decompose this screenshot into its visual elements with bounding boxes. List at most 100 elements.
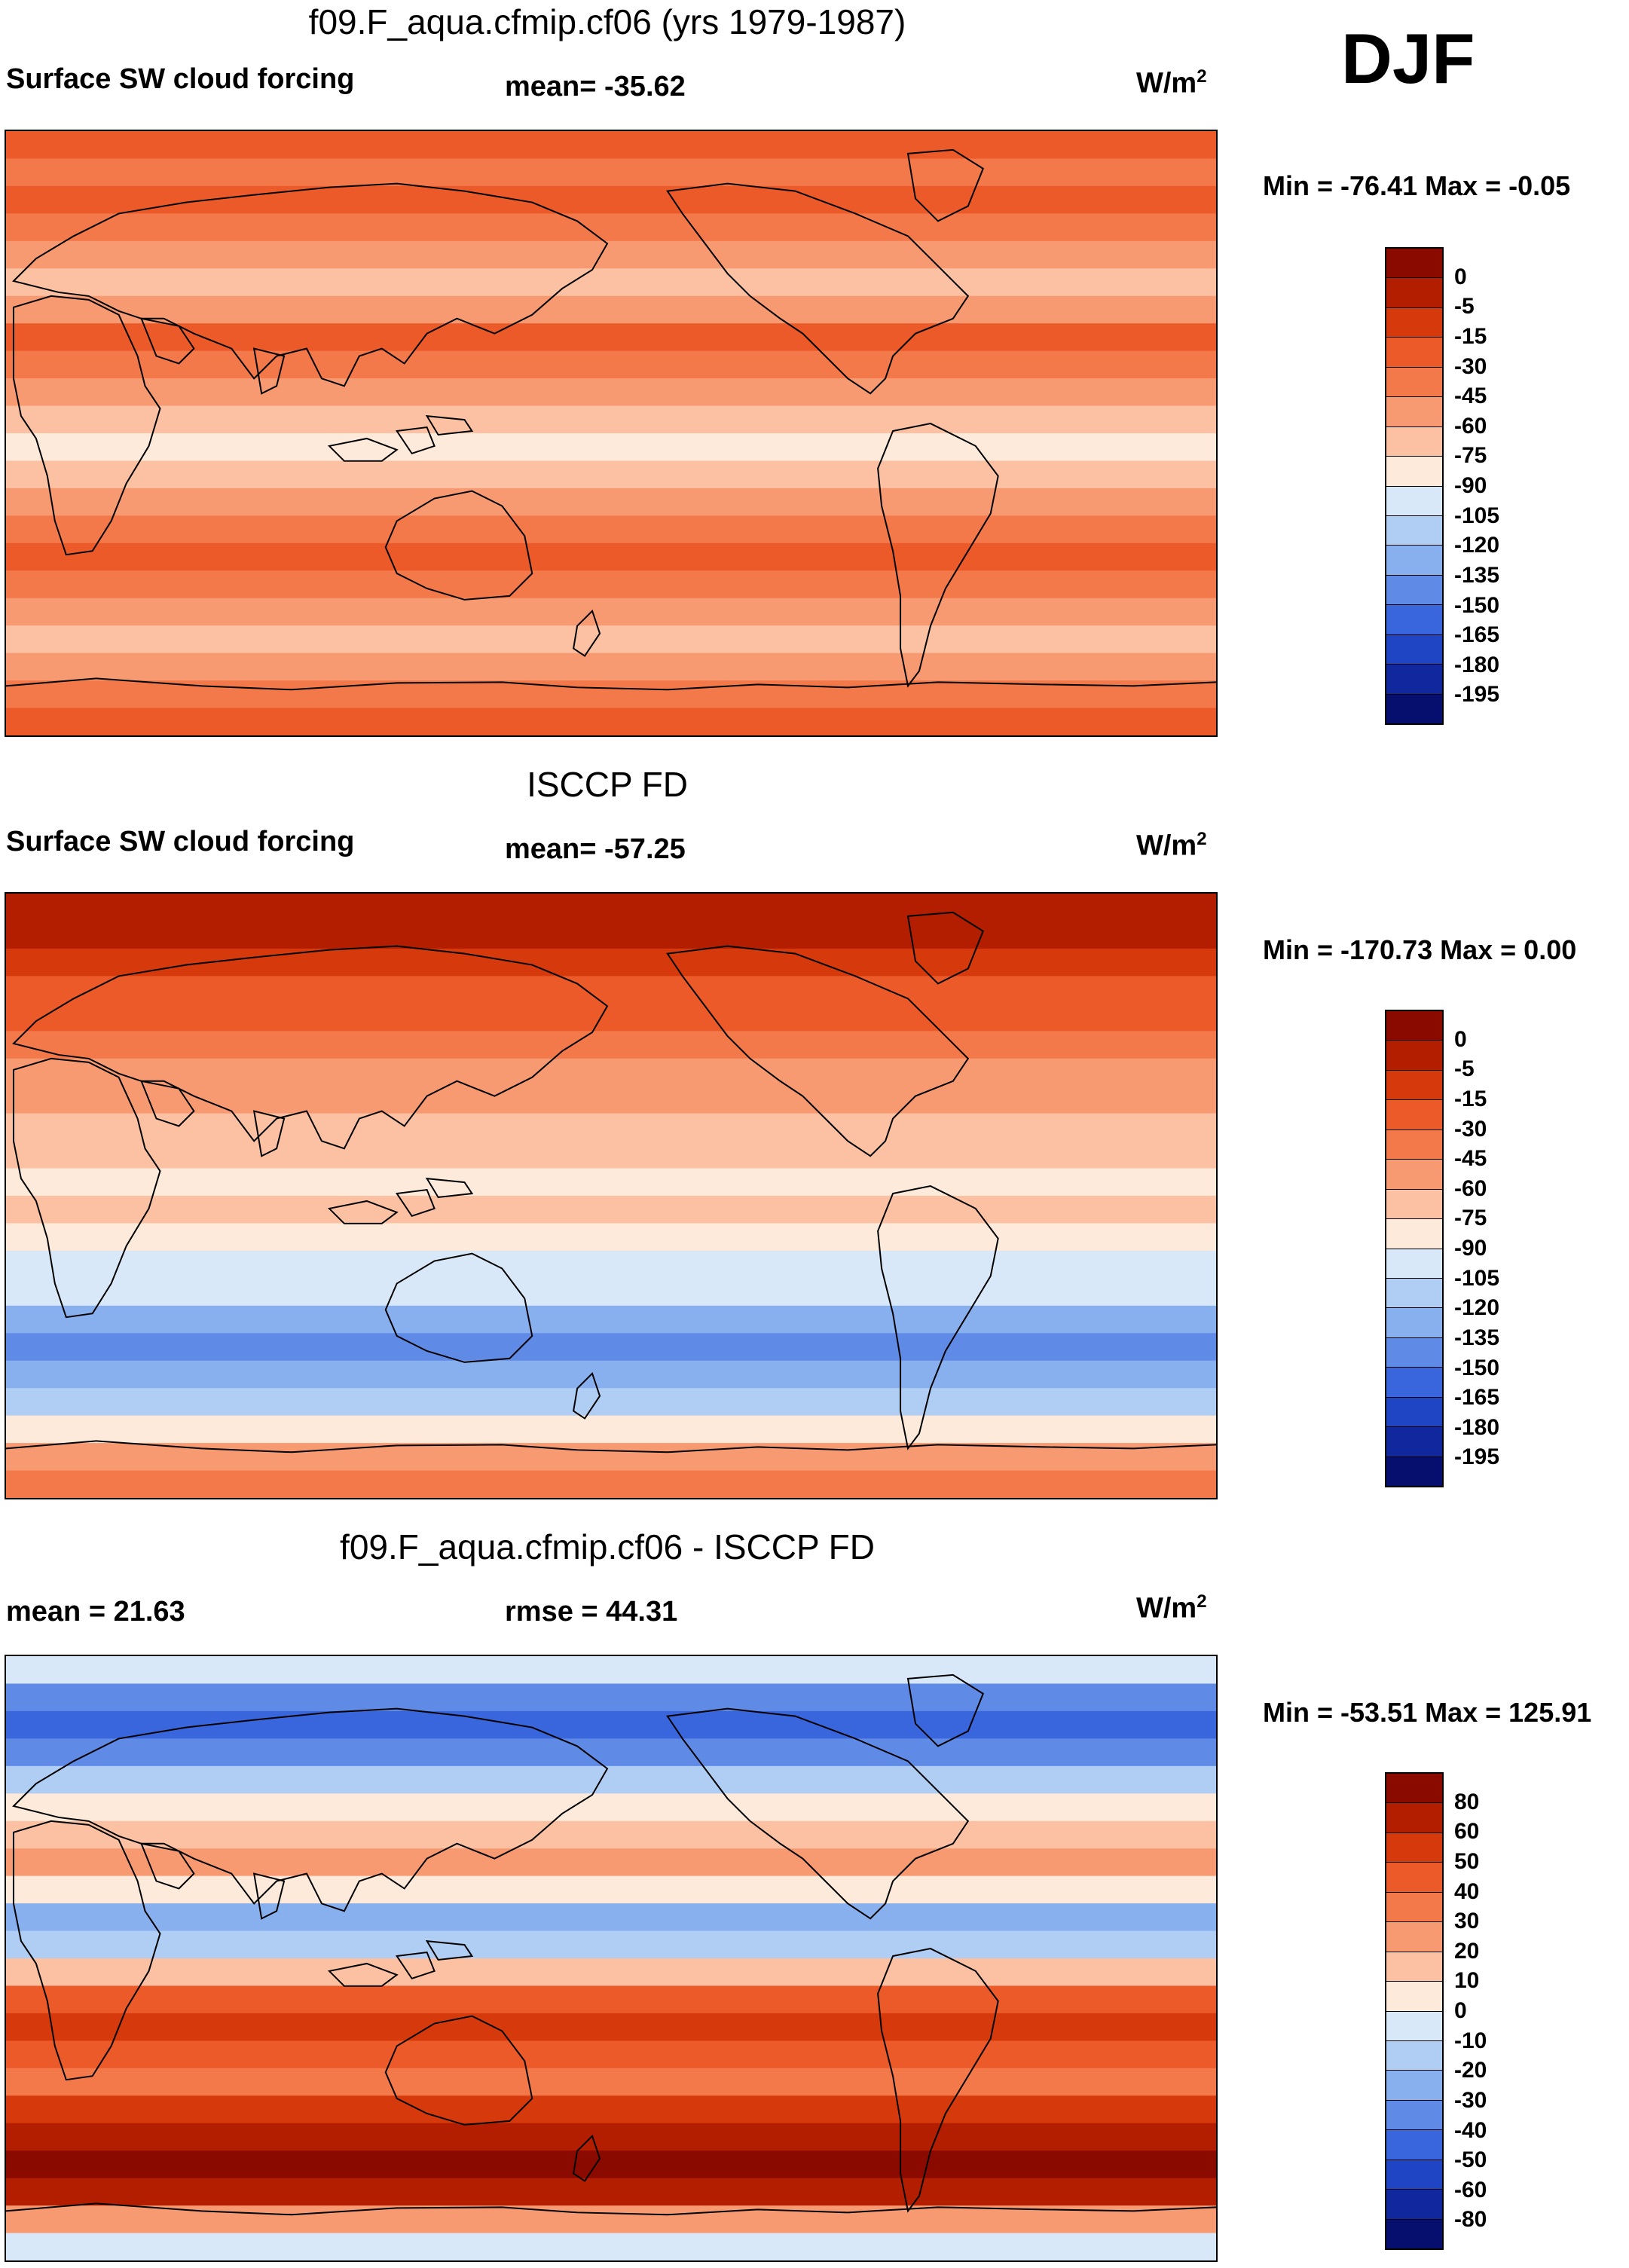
coastline [6,677,1216,691]
contour-band [6,1903,1216,1932]
contour-band [6,2040,1216,2069]
min-max-label: Min = -170.73 Max = 0.00 [1263,934,1577,965]
colorbar-tick-label: -5 [1454,1056,1475,1082]
colorbar-tick-label: -15 [1454,323,1487,349]
colorbar-tick-label: 0 [1454,1998,1467,2023]
contour-band [6,2150,1216,2179]
colorbar-tick-label: 10 [1454,1968,1480,1994]
colorbar-swatch [1386,1160,1442,1190]
colorbar-swatch [1386,1219,1442,1249]
coastline [6,1440,1216,1453]
coastline [327,1177,474,1224]
panel-title: f09.F_aqua.cfmip.cf06 (yrs 1979-1987) [308,2,906,41]
colorbar-tick-label: 60 [1454,1819,1480,1845]
colorbar-swatch [1386,1456,1442,1486]
colorbar-tick-label: -60 [1454,413,1487,439]
units-label: W/m2 [1136,66,1207,99]
contour-band [6,1388,1216,1417]
contour-band [6,948,1216,977]
colorbar-swatch [1386,2071,1442,2101]
colorbar-swatch [1386,2159,1442,2190]
colorbar-tick-label: 40 [1454,1878,1480,1904]
colorbar-tick-label: -45 [1454,384,1487,409]
colorbar-swatch [1386,1308,1442,1338]
contour-band [6,1305,1216,1334]
colorbar-tick-label: -75 [1454,443,1487,469]
colorbar [1385,1010,1444,1487]
coastline [6,2202,1216,2216]
colorbar-tick-label: -30 [1454,353,1487,379]
mean-label: mean= -57.25 [505,833,686,865]
colorbar-swatch [1386,665,1442,695]
colorbar-swatch [1386,1922,1442,1952]
colorbar-swatch [1386,486,1442,516]
coastline [906,148,985,222]
contour-band [6,2123,1216,2152]
colorbar-tick-label: 50 [1454,1848,1480,1874]
contour-band [6,1141,1216,1169]
colorbar-swatch [1386,2011,1442,2041]
colorbar-tick-label: -195 [1454,1444,1500,1470]
units-label: W/m2 [1136,829,1207,862]
map-canvas [6,1656,1216,2260]
coastline [327,1939,474,1987]
contour-band [6,323,1216,352]
colorbar-swatch [1386,2040,1442,2071]
coastline [12,1820,161,2081]
contour-band [6,1250,1216,1279]
contour-band [6,405,1216,434]
contour-band [6,680,1216,709]
field-label: Surface SW cloud forcing [6,826,355,857]
contour-band [6,1168,1216,1197]
colorbar-tick-label: -180 [1454,1414,1500,1440]
colorbar-swatch [1386,1100,1442,1130]
colorbar-labels: 80 60 50 40 30 20 10 0 -10 -20 -30 -40 -50 -60 -80 [1454,1772,1567,2250]
contour-band [6,515,1216,544]
coastline [573,609,601,657]
colorbar [1385,1772,1444,2250]
coastline [384,2015,533,2126]
contour-band [6,158,1216,187]
contour-band [6,268,1216,297]
contour-band [6,1031,1216,1059]
colorbar-tick-label: -105 [1454,1265,1500,1291]
contour-band [6,1848,1216,1877]
colorbar-swatch [1386,546,1442,576]
contour-band [6,2178,1216,2207]
colorbar-tick-label: -60 [1454,1175,1487,1201]
contour-band [6,1930,1216,1959]
colorbar-swatch [1386,367,1442,398]
coastline [12,1057,161,1319]
mean-label: mean = 21.63 [6,1596,185,1628]
colorbar-swatch [1386,2130,1442,2160]
colorbar-tick-label: -120 [1454,533,1500,558]
colorbar-tick-label: -10 [1454,2028,1487,2053]
map-diff [5,1655,1218,2262]
contour-band [6,1656,1216,1685]
colorbar-swatch [1386,1189,1442,1220]
contour-band [6,1985,1216,2014]
contour-band [6,1278,1216,1307]
colorbar-tick-label: -50 [1454,2147,1487,2173]
coastline [573,1371,601,1420]
coastline [906,1673,985,1747]
colorbar-swatch [1386,397,1442,427]
map-canvas [6,894,1216,1498]
min-max-label: Min = -76.41 Max = -0.05 [1263,170,1571,201]
colorbar-swatch [1386,307,1442,338]
contour-band [6,543,1216,572]
colorbar-swatch [1386,1397,1442,1428]
colorbar-labels: 0 -5 -15 -30 -45 -60 -75 -90 -105 -120 -135 -150 -16… [1454,247,1567,725]
contour-band [6,213,1216,242]
panel-title: ISCCP FD [527,765,688,804]
colorbar-swatch [1386,1249,1442,1279]
contour-band [6,1086,1216,1114]
coastline [906,911,985,985]
coastline [573,2134,601,2182]
season-label: DJF [1341,19,1475,98]
colorbar-swatch [1386,1278,1442,1309]
colorbar-tick-label: -120 [1454,1295,1500,1321]
colorbar-swatch [1386,1368,1442,1398]
colorbar-tick-label: -180 [1454,652,1500,677]
colorbar-swatch [1386,1982,1442,2012]
